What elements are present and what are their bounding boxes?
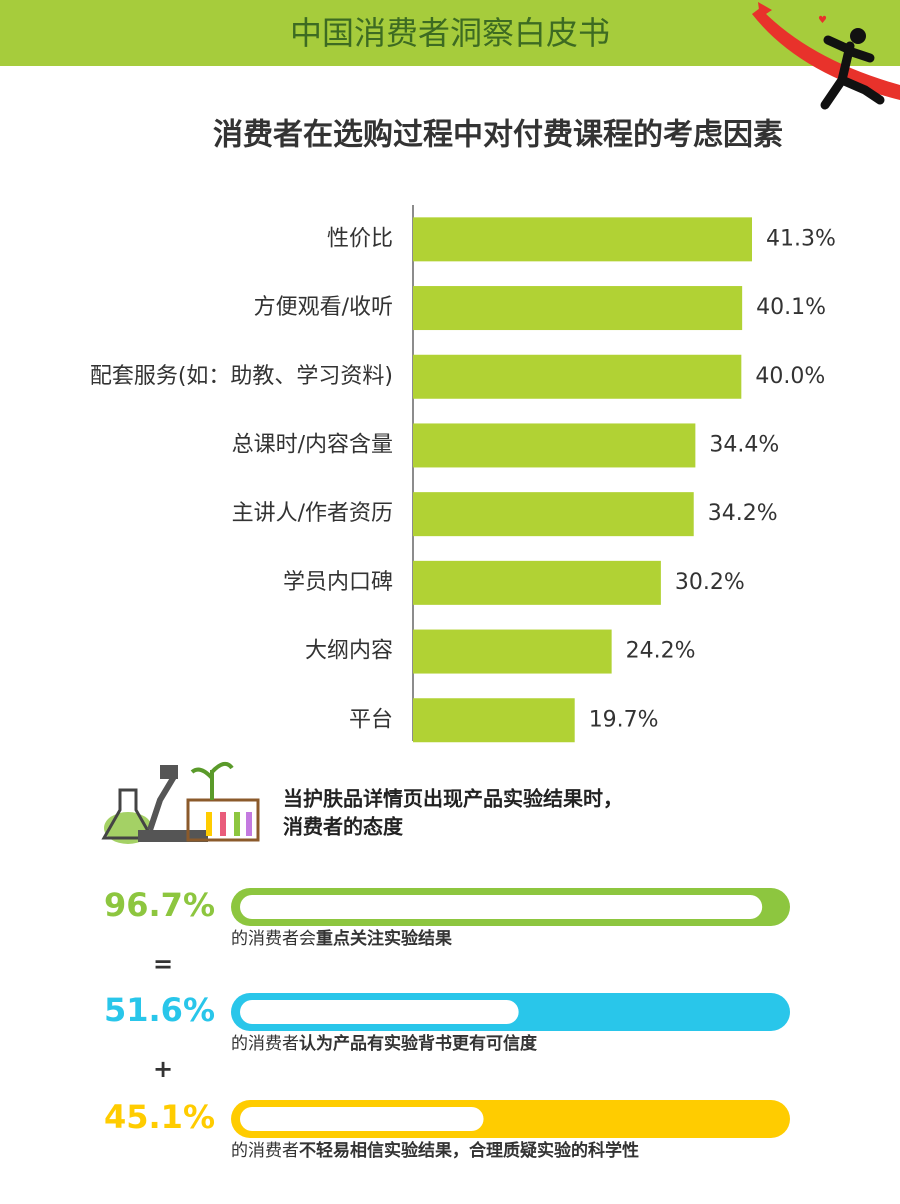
value-label: 40.1% [756,295,826,320]
caption-normal: 的消费者会 [231,929,316,949]
value-label: 19.7% [589,707,659,732]
chart-title: 消费者在选购过程中对付费课程的考虑因素 [213,118,783,153]
header-title: 中国消费者洞察白皮书 [290,14,610,52]
bar [413,354,742,399]
caption-normal: 的消费者 [231,1141,299,1161]
percent-label: 51.6% [104,991,215,1029]
runner-decoration: ♥ [752,2,900,110]
caption-bold: 不轻易相信实验结果，合理质疑实验的科学性 [299,1140,639,1161]
bar [413,423,696,468]
bar [413,286,743,331]
value-label: 41.3% [766,226,836,251]
category-label: 配套服务(如：助教、学习资料) [90,364,393,389]
value-label: 34.4% [709,432,779,457]
progress-fill [240,1107,484,1131]
percent-label: 96.7% [104,886,215,924]
attitude-title-line: 当护肤品详情页出现产品实验结果时， [283,787,623,811]
bar [413,217,752,262]
header-bar [0,0,900,66]
value-label: 30.2% [675,570,745,595]
category-label: 主讲人/作者资历 [232,501,393,526]
bar [413,560,661,605]
attitude-title-line: 消费者的态度 [283,815,404,839]
caption-normal: 的消费者 [231,1034,299,1054]
caption-bold: 认为产品有实验背书更有可信度 [299,1033,538,1054]
category-label: 平台 [349,707,393,732]
operator: + [153,1055,173,1083]
value-label: 40.0% [755,364,825,389]
progress-fill [240,1000,519,1024]
value-label: 34.2% [708,501,778,526]
caption-bold: 重点关注实验结果 [316,928,452,949]
svg-text:♥: ♥ [818,15,827,26]
value-label: 24.2% [626,639,696,664]
category-label: 学员内口碑 [283,570,393,595]
caption: 的消费者会重点关注实验结果 [231,928,452,949]
category-label: 大纲内容 [305,639,393,664]
category-label: 性价比 [327,226,393,251]
lab-icon [101,761,260,844]
operator: = [153,950,173,978]
bar [413,492,694,537]
category-label: 总课时/内容含量 [232,432,393,457]
category-label: 方便观看/收听 [254,295,393,320]
caption: 的消费者认为产品有实验背书更有可信度 [231,1033,538,1054]
bar [413,698,575,743]
progress-fill [240,895,763,919]
caption: 的消费者不轻易相信实验结果，合理质疑实验的科学性 [231,1140,639,1161]
percent-label: 45.1% [104,1098,215,1136]
bar [413,629,612,674]
